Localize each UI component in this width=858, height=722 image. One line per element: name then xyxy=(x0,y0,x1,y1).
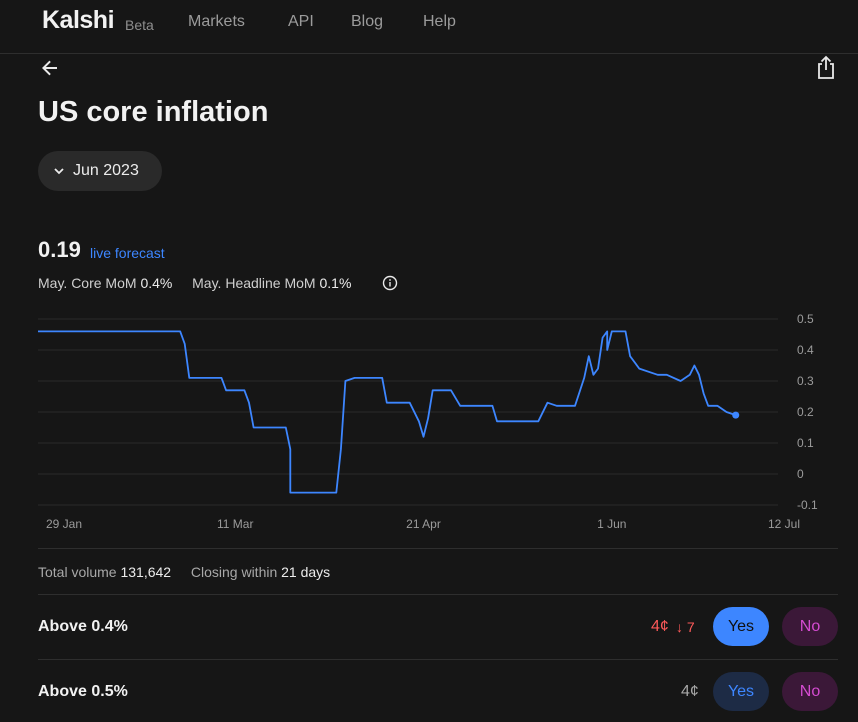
forecast-stats: May. Core MoM 0.4% May. Headline MoM 0.1… xyxy=(38,275,351,291)
no-button[interactable]: No xyxy=(782,672,838,711)
divider xyxy=(38,594,838,595)
divider xyxy=(38,659,838,660)
y-tick-label: 0.2 xyxy=(797,405,814,419)
series-line xyxy=(38,330,736,494)
contract-label: Above 0.4% xyxy=(38,618,128,635)
x-tick-label: 11 Mar xyxy=(217,517,253,531)
total-volume-label: Total volume xyxy=(38,564,117,580)
x-tick-label: 21 Apr xyxy=(406,517,441,531)
y-tick-label: 0 xyxy=(797,467,804,481)
contract-label: Above 0.5% xyxy=(38,683,128,700)
chevron-down-icon xyxy=(54,168,64,175)
contract-price: 4¢ xyxy=(651,618,669,635)
top-nav: Kalshi Beta Markets API Blog Help xyxy=(0,0,858,54)
closing-label: Closing within xyxy=(190,564,278,580)
forecast-value: 0.19 xyxy=(38,237,81,262)
y-tick-label: 0.3 xyxy=(797,374,814,388)
y-tick-label: -0.1 xyxy=(797,498,818,512)
current-point xyxy=(732,411,740,419)
y-tick-label: 0.4 xyxy=(797,343,814,357)
price-change: ↓ 7 xyxy=(676,619,695,635)
nav-link-help[interactable]: Help xyxy=(423,13,456,30)
page-title: US core inflation xyxy=(38,96,269,128)
kalshi-logo[interactable]: Kalshi xyxy=(42,6,115,34)
nav-link-api[interactable]: API xyxy=(288,13,314,30)
forecast-chart[interactable]: 0.5 0.4 0.3 0.2 0.1 0 -0.1 29 Jan 11 Mar 21 Apr 1 … xyxy=(38,310,828,535)
core-mom-value: 0.4% xyxy=(140,275,173,291)
y-tick-label: 0.5 xyxy=(797,312,814,326)
x-tick-label: 1 Jun xyxy=(597,517,626,531)
closing-value: 21 days xyxy=(281,564,331,580)
core-mom-label: May. Core MoM xyxy=(38,275,137,291)
month-label: Jun 2023 xyxy=(73,162,139,179)
share-icon[interactable] xyxy=(814,55,838,81)
yes-button[interactable]: Yes xyxy=(713,672,769,711)
yes-button[interactable]: Yes xyxy=(713,607,769,646)
beta-badge: Beta xyxy=(125,17,154,33)
live-forecast-label[interactable]: live forecast xyxy=(90,245,165,261)
divider xyxy=(38,548,838,549)
market-meta: Total volume 131,642 Closing within 21 d… xyxy=(38,564,330,580)
nav-link-markets[interactable]: Markets xyxy=(188,13,245,30)
x-tick-label: 12 Jul xyxy=(768,517,800,531)
month-selector[interactable]: Jun 2023 xyxy=(38,151,162,191)
back-arrow-icon[interactable] xyxy=(38,56,62,80)
nav-link-blog[interactable]: Blog xyxy=(351,13,384,30)
headline-mom-value: 0.1% xyxy=(319,275,352,291)
info-icon[interactable] xyxy=(382,275,398,291)
contract-price: 4¢ xyxy=(681,683,699,700)
y-tick-label: 0.1 xyxy=(797,436,814,450)
no-button[interactable]: No xyxy=(782,607,838,646)
headline-mom-label: May. Headline MoM xyxy=(192,275,316,291)
total-volume-value: 131,642 xyxy=(120,564,172,580)
x-tick-label: 29 Jan xyxy=(46,517,82,531)
